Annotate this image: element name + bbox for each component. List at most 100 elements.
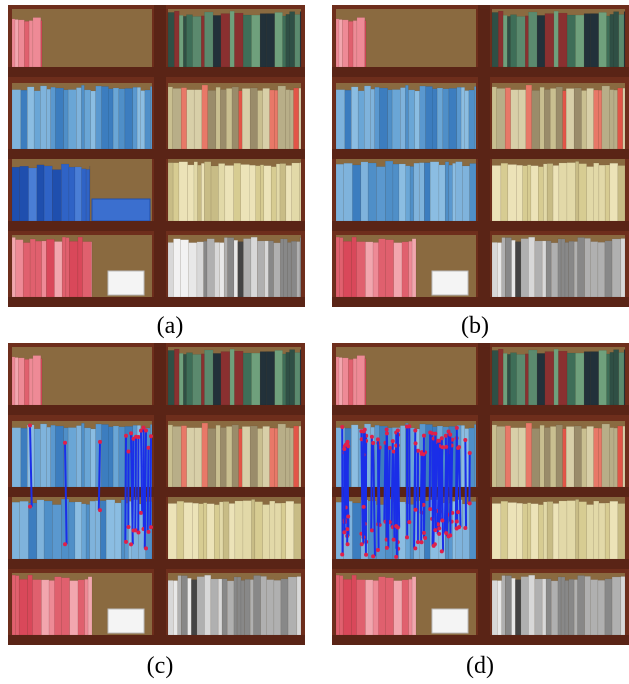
match-point [394, 555, 398, 559]
book [275, 350, 283, 405]
book [607, 354, 610, 405]
book [173, 163, 179, 221]
book [336, 357, 339, 405]
book [558, 13, 567, 67]
book [194, 90, 202, 149]
book [469, 90, 474, 149]
book [584, 14, 590, 67]
book [168, 580, 173, 635]
book [168, 350, 174, 405]
match-line [346, 445, 347, 508]
book [292, 163, 300, 221]
book [623, 88, 625, 149]
book [250, 88, 257, 149]
book [85, 579, 88, 635]
book [405, 85, 408, 149]
book [202, 423, 208, 487]
book [618, 88, 623, 149]
book [532, 428, 540, 487]
match-point [413, 428, 417, 432]
book [291, 241, 296, 297]
book [263, 88, 270, 149]
book [270, 501, 275, 559]
book [221, 352, 230, 405]
book [258, 428, 263, 487]
book [542, 241, 546, 297]
book [55, 426, 63, 487]
book [497, 88, 506, 149]
book [351, 425, 358, 487]
book [336, 575, 340, 635]
book [556, 425, 563, 487]
book [424, 163, 430, 221]
book [24, 21, 29, 67]
book [618, 166, 625, 221]
book [242, 88, 250, 149]
book [44, 501, 52, 559]
book [242, 426, 250, 487]
book [408, 90, 414, 149]
book [542, 579, 546, 635]
match-line [398, 430, 399, 527]
book [336, 164, 344, 221]
book [582, 428, 587, 487]
book [109, 427, 114, 487]
book [234, 240, 238, 297]
book [465, 91, 469, 149]
match-point [456, 510, 460, 514]
book [512, 578, 516, 635]
book [250, 165, 256, 221]
book [559, 501, 567, 559]
match-point [405, 535, 409, 539]
book [41, 21, 42, 67]
match-point [137, 530, 141, 534]
book [565, 580, 569, 635]
match-point [428, 431, 432, 435]
book [599, 428, 602, 487]
book [16, 576, 19, 635]
book [47, 89, 51, 149]
book [288, 577, 297, 635]
book [394, 243, 402, 297]
match-line [465, 440, 466, 528]
book [12, 237, 15, 297]
panel-caption: (b) [461, 313, 489, 339]
match-point [63, 441, 67, 445]
book [278, 86, 286, 149]
book [47, 427, 51, 487]
book [621, 577, 625, 635]
book [29, 359, 33, 405]
book [145, 90, 150, 149]
book [470, 501, 476, 559]
book [492, 165, 501, 221]
book [521, 239, 529, 297]
book [602, 86, 610, 149]
book [365, 242, 373, 297]
book [173, 239, 180, 297]
book [250, 426, 257, 487]
match-point [422, 531, 426, 535]
match-line [435, 434, 436, 530]
panel-caption: (d) [466, 653, 494, 679]
book [260, 14, 266, 67]
book [508, 502, 517, 559]
book [352, 237, 357, 297]
book [202, 85, 208, 149]
book [234, 163, 241, 221]
book [430, 162, 439, 221]
book [125, 88, 133, 149]
paper [432, 609, 468, 633]
book [204, 12, 213, 67]
book [205, 575, 211, 635]
book [102, 86, 109, 149]
book [531, 504, 538, 559]
book [474, 86, 476, 149]
match-point [463, 438, 467, 442]
book [511, 428, 518, 487]
match-point [385, 546, 389, 550]
match-point [147, 446, 151, 450]
book [553, 165, 559, 221]
book [41, 359, 42, 405]
divider [154, 5, 166, 305]
book [234, 577, 237, 635]
